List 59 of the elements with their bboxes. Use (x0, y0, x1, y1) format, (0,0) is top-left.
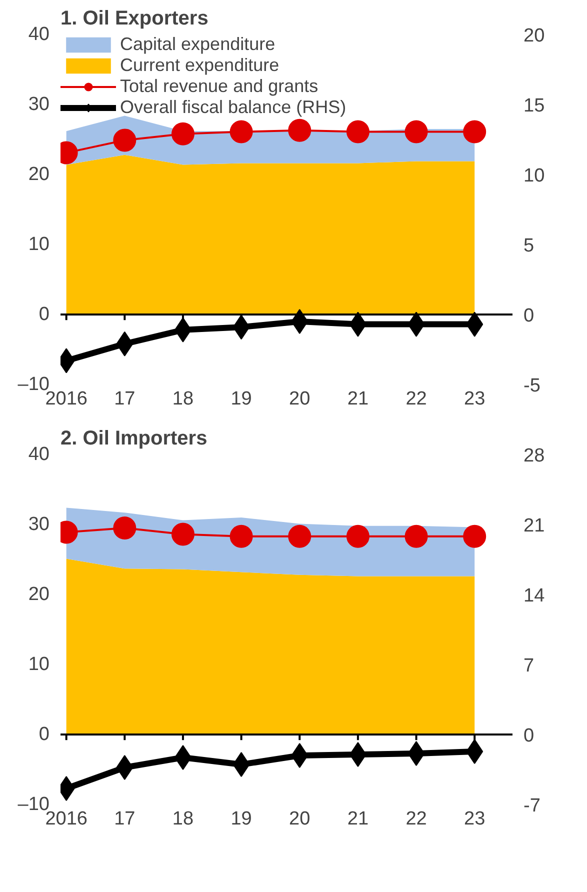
y-tick-label: 0 (38, 304, 50, 325)
y2-tick-label: 10 (524, 166, 545, 186)
y2-tick-label: 5 (524, 236, 534, 256)
y-tick-label: 30 (28, 514, 50, 535)
x-tick-label: 22 (406, 388, 427, 410)
y2-tick-label: 28 (524, 446, 545, 466)
x-tick-label: 22 (406, 808, 427, 830)
x-tick-label: 17 (114, 808, 136, 830)
y-tick-label: 20 (28, 164, 50, 185)
point (232, 752, 250, 777)
x-tick-label: 2016 (45, 388, 88, 410)
y-tick-label: 40 (28, 24, 50, 45)
x-tick-label: 19 (230, 388, 252, 410)
y2-tick-label: 0 (524, 306, 534, 326)
point (349, 742, 366, 767)
x-tick-label: 2016 (45, 808, 88, 830)
point (116, 755, 134, 780)
y2-tick-label: -5 (524, 376, 540, 396)
y-tick-label: 40 (28, 444, 50, 465)
x-tick-label: 20 (289, 808, 310, 830)
point (291, 743, 308, 768)
point (174, 745, 192, 770)
x-tick-label: 20 (289, 388, 310, 410)
y-tick-label: 10 (28, 234, 50, 255)
y-tick-label: 30 (28, 94, 50, 115)
x-tick-label: 18 (172, 808, 194, 830)
y2-tick-label: -7 (524, 796, 540, 816)
point (404, 120, 428, 144)
legend-label: Total revenue and grants (120, 76, 318, 97)
legend-label: Overall fiscal balance (RHS) (120, 97, 346, 118)
y2-tick-label: 15 (524, 96, 545, 116)
x-tick-label: 19 (230, 808, 252, 830)
y2-tick-label: 14 (524, 586, 546, 606)
point (466, 739, 484, 764)
point (463, 120, 486, 144)
y-tick-label: 20 (28, 584, 50, 605)
y2-tick-label: 20 (524, 26, 545, 46)
x-tick-label: 21 (347, 388, 369, 410)
chart-title: 2. Oil Importers (60, 428, 208, 450)
x-tick-label: 23 (464, 388, 486, 410)
x-tick-label: 21 (347, 808, 369, 830)
legend-label: Capital expenditure (120, 34, 276, 55)
legend-label: Current expenditure (120, 55, 280, 76)
y2-tick-label: 0 (524, 726, 534, 746)
point (291, 309, 308, 334)
point (113, 128, 136, 152)
x-tick-label: 18 (172, 388, 194, 410)
x-tick-label: 17 (114, 388, 136, 410)
point (230, 120, 253, 144)
chart-title: 1. Oil Exporters (60, 8, 208, 30)
y2-tick-label: 21 (524, 516, 545, 536)
point (171, 122, 194, 146)
point (408, 741, 425, 766)
x-tick-label: 23 (464, 808, 486, 830)
y2-tick-label: 7 (524, 656, 534, 676)
point (346, 120, 370, 144)
y-tick-label: 0 (38, 724, 50, 745)
y-tick-label: 10 (28, 654, 50, 675)
point (288, 118, 312, 142)
